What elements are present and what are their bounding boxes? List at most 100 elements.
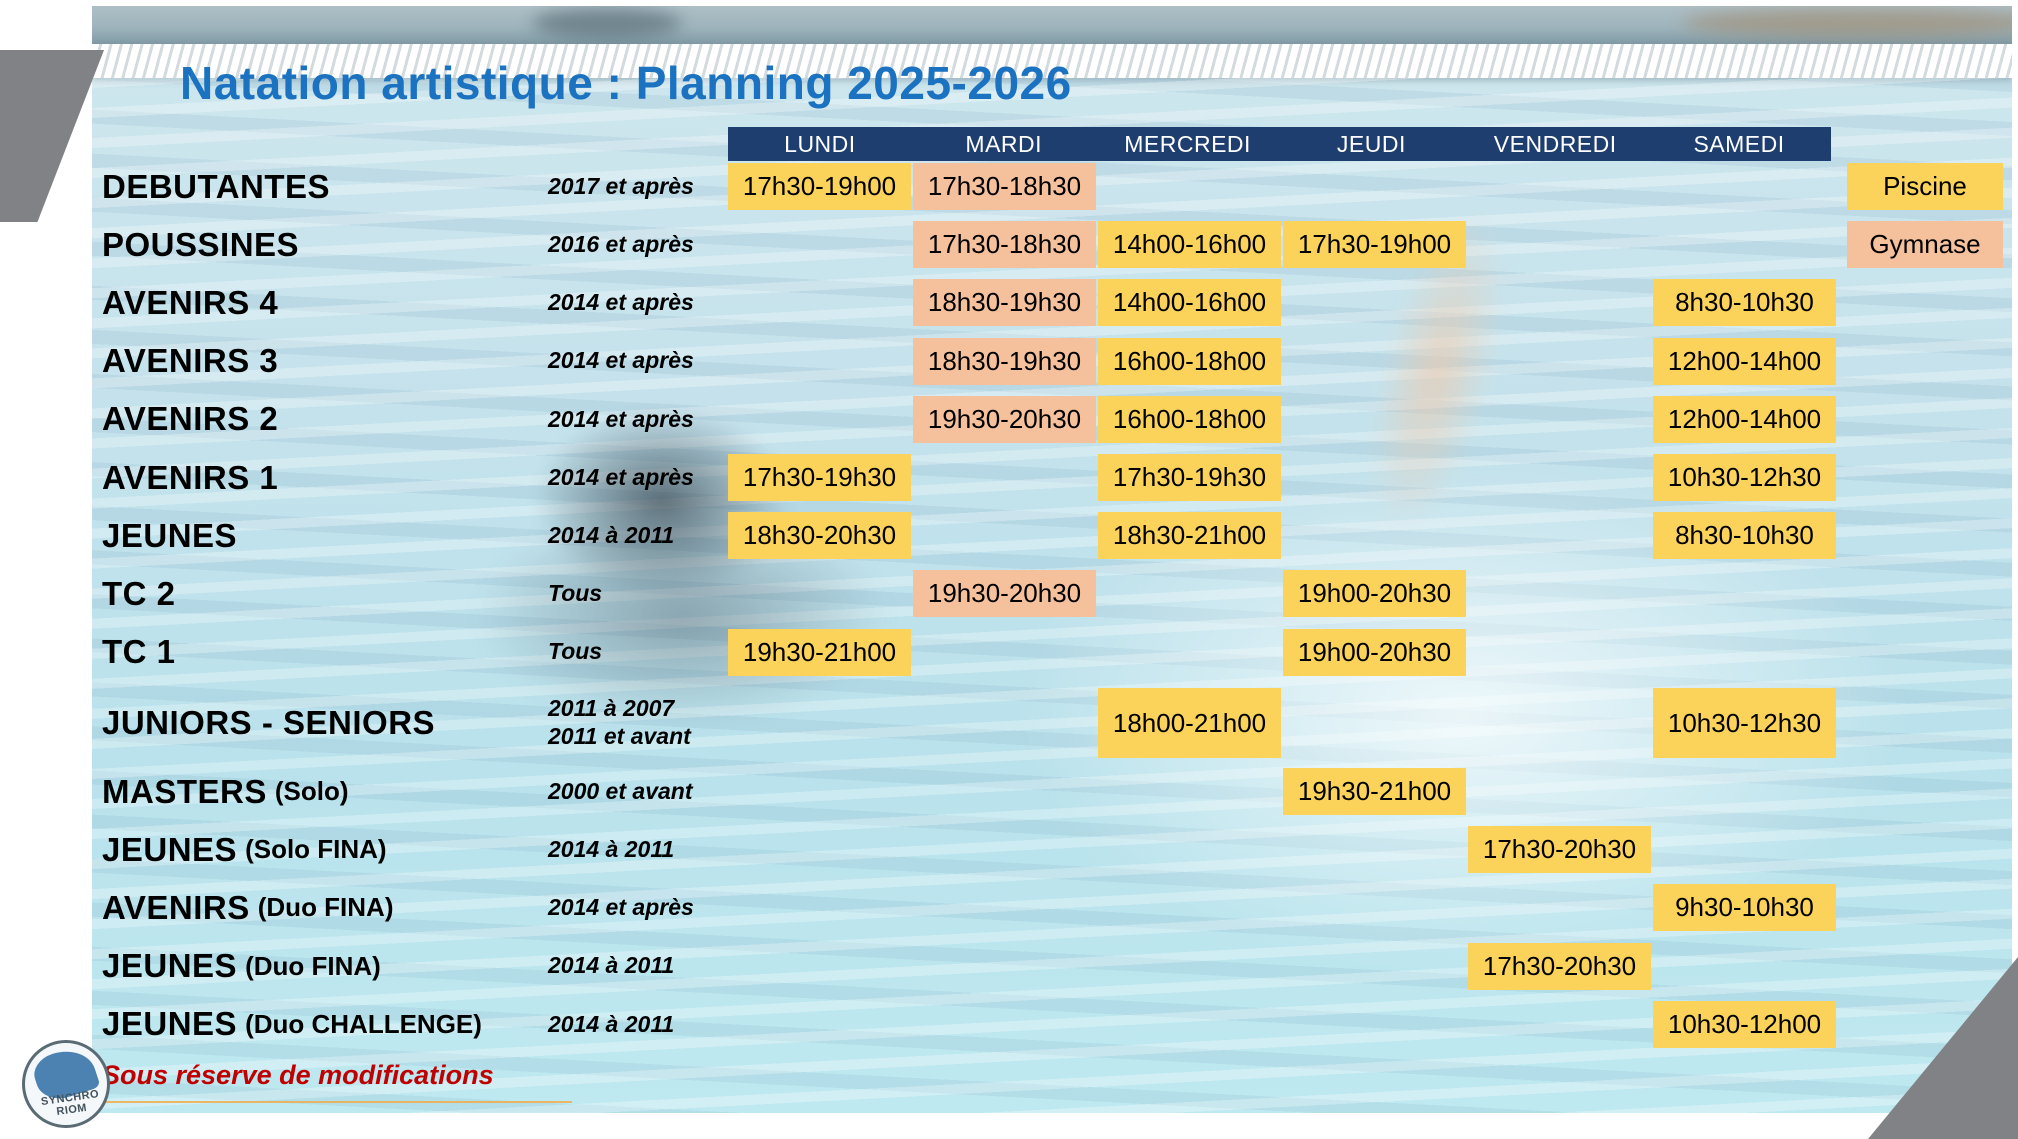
time-slot-samedi: 10h30-12h30 (1653, 454, 1836, 501)
category-name: AVENIRS 2 (102, 400, 279, 438)
swimmer-cap (532, 406, 792, 596)
time-slot-samedi: 8h30-10h30 (1653, 512, 1836, 560)
lane-rope (92, 44, 2012, 78)
note-text: Sous réserve de modifications (102, 1060, 494, 1090)
day-header-label: MERCREDI (1124, 130, 1251, 157)
age-label: 2014 à 2011 (548, 521, 675, 548)
deck-shadow (1682, 8, 2012, 38)
time-slot-samedi: 10h30-12h30 (1653, 688, 1836, 758)
schedule-row: MASTERS (Solo) 2000 et avant 19h30-21h00 (0, 768, 2018, 815)
category-label: JEUNES (Duo CHALLENGE) (102, 1001, 482, 1048)
age-label: Tous (548, 580, 603, 607)
age-label: 2014 et après (548, 347, 694, 374)
schedule-row: JEUNES (Duo FINA) 2014 à 2011 17h30-20h30 (0, 942, 2018, 990)
schedule-row: TC 2 Tous 19h30-20h30 19h00-20h30 (0, 570, 2018, 618)
category-name: AVENIRS 4 (102, 283, 279, 321)
day-header-bar: LUNDI MARDI MERCREDI JEUDI VENDREDI SAMEDI (728, 127, 1831, 161)
schedule-row: AVENIRS 2 2014 et après 19h30-20h30 16h00-1… (0, 395, 2018, 443)
category-sub-label: (Solo FINA) (245, 834, 387, 865)
time-slot-lundi: 17h30-19h30 (728, 454, 911, 501)
category-label: AVENIRS 3 (102, 338, 278, 385)
time-slot-jeudi: 19h30-21h00 (1283, 768, 1466, 815)
schedule-row: JEUNES (Solo FINA) 2014 à 2011 17h30-20h30 (0, 826, 2018, 874)
time-slot-mercredi: 17h30-19h30 (1098, 454, 1281, 501)
day-header-label: VENDREDI (1493, 130, 1617, 157)
category-sub-label: (Duo CHALLENGE) (245, 1008, 482, 1039)
category-label: AVENIRS 2 (102, 396, 278, 443)
time-slot-mardi: 19h30-20h30 (913, 570, 1096, 618)
deck-shadow (532, 8, 682, 38)
day-header-label: LUNDI (784, 130, 856, 157)
category-name: DEBUTANTES (102, 167, 331, 205)
age-label: 2000 et avant (548, 777, 693, 804)
category-sub-label: (Duo FINA) (257, 892, 394, 923)
age-label: 2011 à 2007 2011 et avant (548, 695, 691, 749)
schedule-row: AVENIRS 1 2014 et après 17h30-19h30 17h30-1… (0, 454, 2018, 501)
category-label: AVENIRS 1 (102, 454, 278, 501)
category-name: JEUNES (102, 1005, 238, 1043)
category-label: JUNIORS - SENIORS (102, 688, 435, 758)
time-slot-mardi: 17h30-18h30 (913, 221, 1096, 269)
category-label: AVENIRS 4 (102, 279, 278, 326)
time-slot-mercredi: 14h00-16h00 (1098, 279, 1281, 327)
club-logo: SYNCHRO RIOM (22, 1040, 110, 1128)
schedule-row: AVENIRS 4 2014 et après 18h30-19h30 14h00-1… (0, 279, 2018, 327)
time-slot-samedi: 10h30-12h00 (1653, 1000, 1836, 1048)
time-slot-samedi: 12h00-14h00 (1653, 395, 1836, 443)
legend-piscine: Piscine (1847, 163, 2003, 210)
category-name: TC 2 (102, 574, 176, 612)
time-slot-samedi: 12h00-14h00 (1653, 337, 1836, 385)
time-slot-vendredi: 17h30-20h30 (1468, 942, 1651, 990)
time-slot-mercredi: 16h00-18h00 (1098, 337, 1281, 385)
time-slot-mardi: 18h30-19h30 (913, 279, 1096, 327)
category-sub-label: (Duo FINA) (245, 950, 381, 981)
age-label: 2014 à 2011 (548, 1010, 675, 1037)
category-name: POUSSINES (102, 225, 300, 263)
category-name: AVENIRS 3 (102, 342, 279, 380)
category-label: MASTERS (Solo) (102, 768, 349, 815)
age-label: 2014 et après (548, 463, 694, 490)
category-name: MASTERS (102, 772, 267, 810)
schedule-row: AVENIRS (Duo FINA) 2014 et après 9h30-10h30 (0, 884, 2018, 932)
category-name: JEUNES (102, 516, 238, 554)
time-slot-lundi: 18h30-20h30 (728, 512, 911, 560)
page-title: Natation artistique : Planning 2025-2026 (180, 57, 1072, 109)
age-label: 2014 et après (548, 894, 694, 921)
category-label: TC 1 (102, 629, 176, 676)
age-label: 2016 et après (548, 230, 694, 257)
age-label: 2014 à 2011 (548, 952, 675, 979)
time-slot-mardi: 18h30-19h30 (913, 337, 1096, 385)
time-slot-samedi: 9h30-10h30 (1653, 884, 1836, 932)
category-label: JEUNES (Duo FINA) (102, 943, 381, 990)
schedule-row: TC 1 Tous 19h30-21h00 19h00-20h30 (0, 628, 2018, 676)
time-slot-lundi: 19h30-21h00 (728, 628, 911, 676)
time-slot-mercredi: 18h00-21h00 (1098, 688, 1281, 758)
day-header-label: MARDI (965, 130, 1043, 157)
time-slot-mercredi: 14h00-16h00 (1098, 221, 1281, 269)
schedule-row: JEUNES (Duo CHALLENGE) 2014 à 2011 10h30-12… (0, 1000, 2018, 1048)
category-name: JUNIORS - SENIORS (102, 704, 436, 741)
time-slot-mardi: 17h30-18h30 (913, 163, 1096, 210)
schedule-row: JUNIORS - SENIORS 2011 à 2007 2011 et ava… (0, 688, 2018, 758)
age-label: 2017 et après (548, 172, 694, 199)
category-name: AVENIRS (102, 888, 250, 926)
time-slot-mercredi: 16h00-18h00 (1098, 395, 1281, 443)
time-slot-mercredi: 18h30-21h00 (1098, 512, 1281, 560)
category-name: JEUNES (102, 947, 238, 985)
day-header-label: JEUDI (1336, 130, 1406, 157)
category-label: JEUNES (102, 512, 237, 559)
category-label: POUSSINES (102, 221, 299, 268)
category-label: DEBUTANTES (102, 163, 330, 210)
time-slot-jeudi: 19h00-20h30 (1283, 628, 1466, 676)
schedule-row: DEBUTANTES 2017 et après 17h30-19h00 17h30-… (0, 163, 2018, 210)
schedule-row: POUSSINES 2016 et après 17h30-18h30 14h00-1… (0, 221, 2018, 269)
category-label: JEUNES (Solo FINA) (102, 826, 387, 873)
age-label: 2014 à 2011 (548, 835, 675, 862)
category-label: TC 2 (102, 570, 176, 617)
category-sub-label: (Solo) (274, 776, 349, 806)
note-underline (100, 1101, 572, 1103)
time-slot-mardi: 19h30-20h30 (913, 395, 1096, 443)
age-label: Tous (548, 638, 603, 665)
